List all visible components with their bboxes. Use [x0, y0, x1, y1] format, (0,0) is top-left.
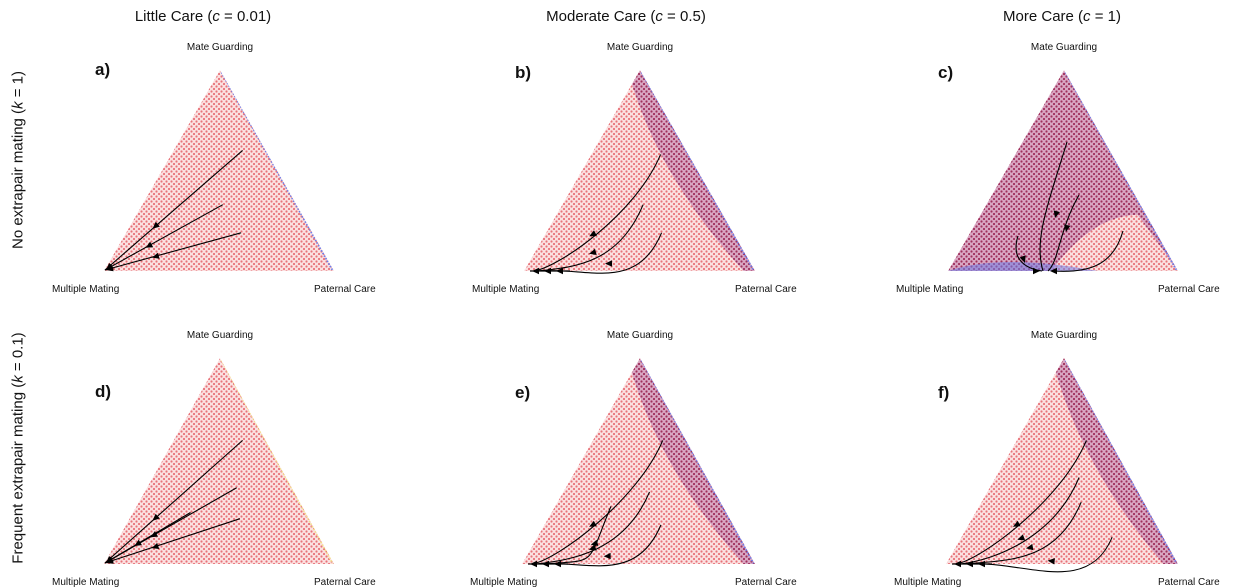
vertex-label-top: Mate Guarding: [607, 330, 673, 341]
panel-letter: f): [938, 383, 949, 403]
panel-letter: a): [95, 60, 110, 80]
vertex-label-top: Mate Guarding: [187, 42, 253, 53]
panel-c: [948, 70, 1178, 274]
vertex-label-right: Paternal Care: [1158, 577, 1220, 588]
panel-letter: d): [95, 382, 111, 402]
panel-letter: e): [515, 383, 530, 403]
panel-letter: b): [515, 63, 531, 83]
panel-e: [522, 358, 755, 567]
vertex-label-left: Multiple Mating: [896, 284, 963, 295]
vertex-label-right: Paternal Care: [735, 577, 797, 588]
vertex-label-top: Mate Guarding: [607, 42, 673, 53]
vertex-label-right: Paternal Care: [314, 284, 376, 295]
vertex-label-left: Multiple Mating: [52, 284, 119, 295]
vertex-label-top: Mate Guarding: [187, 330, 253, 341]
vertex-label-left: Multiple Mating: [472, 284, 539, 295]
vertex-label-top: Mate Guarding: [1031, 330, 1097, 341]
vertex-label-left: Multiple Mating: [52, 577, 119, 588]
panel-a: [104, 70, 334, 271]
vertex-label-left: Multiple Mating: [894, 577, 961, 588]
panel-letter: c): [938, 63, 953, 83]
vertex-label-left: Multiple Mating: [470, 577, 537, 588]
vertex-label-right: Paternal Care: [314, 577, 376, 588]
panel-d: [104, 358, 334, 564]
vertex-label-right: Paternal Care: [1158, 284, 1220, 295]
vertex-label-right: Paternal Care: [735, 284, 797, 295]
vertex-label-top: Mate Guarding: [1031, 42, 1097, 53]
panel-b: [524, 70, 755, 274]
panel-f: [946, 358, 1178, 572]
